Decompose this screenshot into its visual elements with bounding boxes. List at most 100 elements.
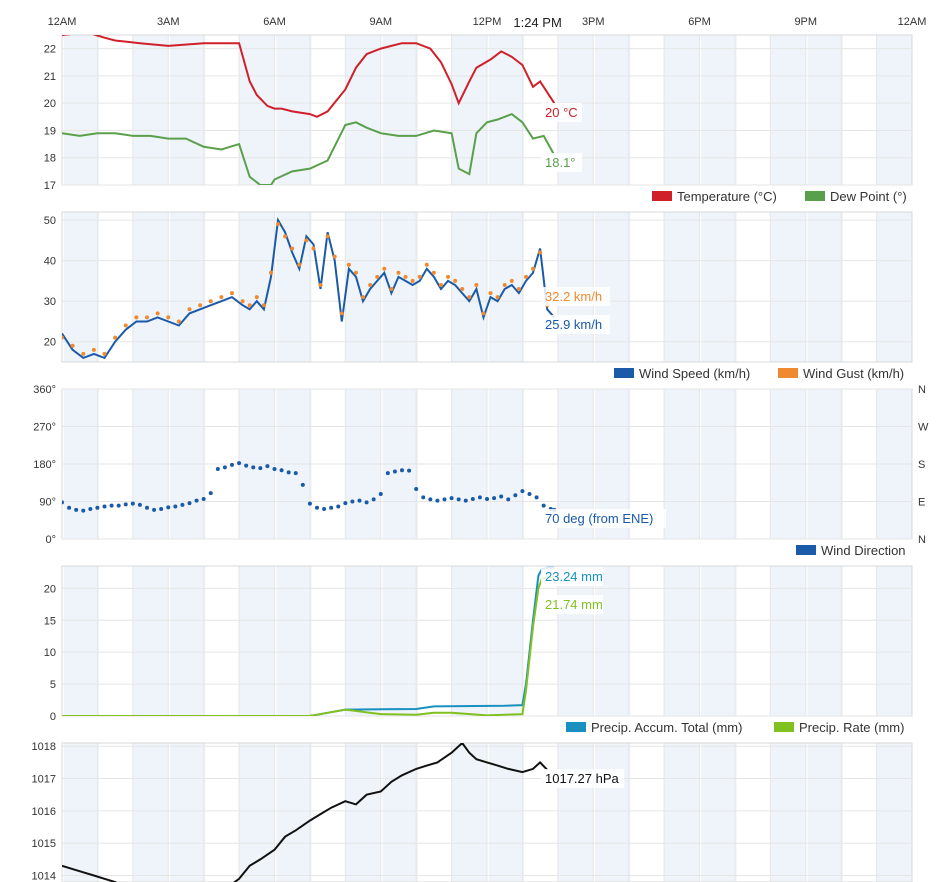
data-point [166, 505, 171, 510]
data-point [499, 494, 504, 499]
hour-band [488, 566, 525, 716]
hour-band [63, 212, 100, 362]
data-point [290, 246, 295, 251]
hour-band [807, 566, 843, 716]
data-point [237, 461, 242, 466]
data-point [272, 467, 277, 471]
hour-band [132, 743, 169, 882]
data-point [513, 493, 518, 498]
data-point [485, 497, 489, 501]
data-point [382, 266, 387, 271]
right-tick-label: E [918, 497, 925, 509]
y-tick-label: 1014 [32, 871, 56, 882]
hour-band [276, 566, 312, 716]
hour-band [382, 212, 418, 362]
hour-band [807, 743, 843, 882]
hour-band [170, 566, 206, 716]
y-tick-label: 0° [45, 534, 56, 546]
hour-band [345, 743, 381, 882]
y-tick-label: 270° [33, 422, 56, 434]
data-point [176, 319, 181, 324]
hour-band [664, 212, 700, 362]
right-tick-label: S [918, 459, 925, 471]
data-point [407, 468, 412, 473]
legend-label: Wind Gust (km/h) [803, 366, 904, 381]
data-point [460, 287, 465, 292]
y-tick-label: 360° [33, 384, 56, 396]
data-point [113, 335, 118, 340]
data-point [378, 492, 383, 496]
data-point [283, 234, 288, 239]
hour-band [595, 35, 631, 185]
current-value-label: 70 deg (from ENE) [545, 511, 653, 526]
data-point [364, 500, 369, 505]
data-point [258, 466, 263, 471]
data-point [523, 274, 528, 279]
data-point [187, 307, 192, 312]
hour-band [701, 566, 737, 716]
hour-band [701, 35, 737, 185]
data-point [95, 505, 100, 510]
data-point [357, 498, 362, 503]
data-point [389, 287, 394, 292]
data-point [88, 507, 93, 511]
hour-band [595, 566, 631, 716]
hour-band [557, 743, 594, 882]
time-tick-label: 6AM [263, 16, 286, 28]
data-point [414, 487, 419, 491]
hour-band [664, 743, 700, 882]
data-point [187, 501, 192, 506]
data-point [201, 497, 206, 501]
data-point [361, 295, 366, 300]
y-tick-label: 40 [44, 256, 56, 268]
data-point [293, 471, 298, 476]
current-value-bg [541, 595, 603, 614]
data-point [130, 501, 135, 506]
data-point [261, 303, 266, 308]
hour-band [770, 212, 806, 362]
data-point [194, 498, 199, 503]
data-point [81, 508, 86, 513]
data-point [180, 502, 185, 507]
data-point [145, 315, 149, 320]
chart-panel-2: 20 30 40 50 32.2 km/h 25.9 km/h Wind Speed (km… [44, 211, 913, 381]
data-point [208, 299, 213, 304]
data-point [102, 504, 107, 509]
data-point [307, 501, 312, 506]
legend-swatch [566, 722, 586, 732]
y-tick-label: 20 [44, 98, 56, 110]
y-tick-label: 5 [50, 679, 56, 691]
panel-frame [61, 742, 913, 882]
right-tick-label: N [918, 384, 926, 396]
data-point [208, 491, 213, 496]
y-tick-label: 22 [44, 44, 56, 56]
data-point [137, 502, 142, 507]
data-point [240, 299, 245, 304]
legend-label: Wind Direction [821, 543, 906, 558]
data-point [332, 254, 337, 259]
current-time-badge [509, 12, 566, 32]
hour-band [382, 566, 418, 716]
data-point [495, 295, 500, 300]
data-point [322, 507, 327, 511]
data-point [520, 489, 525, 494]
data-point [481, 311, 486, 316]
current-value-bg [541, 287, 610, 306]
current-value-label: 20 °C [545, 105, 578, 120]
legend-label: Precip. Accum. Total (mm) [591, 720, 742, 735]
hour-band [701, 212, 737, 362]
data-point [81, 351, 86, 356]
y-tick-label: 1015 [32, 838, 56, 850]
data-point [254, 295, 259, 300]
data-point [222, 465, 227, 470]
data-point [453, 278, 458, 283]
hour-band [132, 35, 169, 185]
hour-band [807, 212, 843, 362]
legend-label: Temperature (°C) [677, 189, 777, 204]
data-point [431, 270, 436, 275]
data-point [311, 246, 316, 251]
data-point [70, 343, 75, 348]
y-tick-label: 1017 [32, 774, 56, 786]
chart-panel-4: 0 5 10 15 20 23.24 mm 21.74 mm Precip. Accum. T… [44, 565, 913, 735]
chart-panel-3: 0° 90° 180° 270° 360° N E S W N 70 deg (from ENE) W… [33, 384, 929, 558]
